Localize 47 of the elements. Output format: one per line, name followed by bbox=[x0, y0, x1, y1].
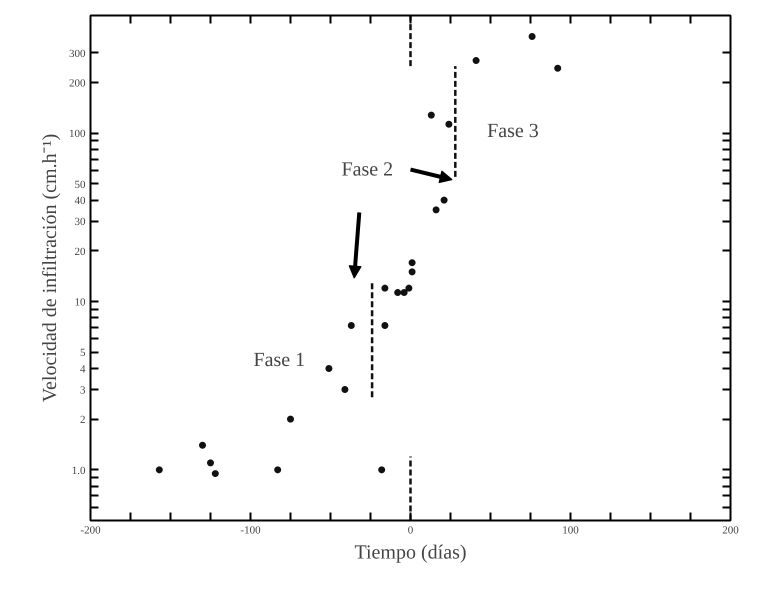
point bbox=[212, 470, 219, 478]
point bbox=[381, 322, 388, 330]
point bbox=[554, 64, 562, 72]
y-tick-label: 4 bbox=[80, 363, 86, 376]
x-tick-label: -200 bbox=[80, 524, 102, 536]
y-tick-label: 100 bbox=[69, 128, 86, 140]
y-tick-label: 5 bbox=[80, 347, 86, 360]
y-tick-label: 300 bbox=[69, 48, 86, 60]
y-tick-label: 40 bbox=[74, 195, 86, 208]
point bbox=[428, 112, 435, 119]
point bbox=[528, 33, 536, 40]
point bbox=[156, 466, 163, 474]
y-tick-label: 3 bbox=[80, 384, 86, 397]
y-tick-label: 50 bbox=[74, 178, 86, 191]
annotation: Fase 3 bbox=[487, 120, 539, 142]
point bbox=[408, 259, 416, 266]
point bbox=[287, 416, 294, 423]
point bbox=[445, 120, 452, 128]
point bbox=[405, 284, 412, 292]
x-tick-label: 0 bbox=[408, 524, 414, 536]
point bbox=[378, 466, 386, 474]
point bbox=[381, 284, 388, 292]
y-tick-label: 30 bbox=[74, 216, 86, 228]
x-axis-title: Tiempo (días) bbox=[354, 542, 467, 564]
y-tick-label: 2 bbox=[80, 414, 86, 426]
y-tick-label: 10 bbox=[74, 296, 86, 308]
annotation: Fase 2 bbox=[341, 158, 394, 181]
point bbox=[408, 268, 416, 276]
point bbox=[440, 196, 448, 204]
x-tick-label: -100 bbox=[240, 524, 262, 536]
point bbox=[341, 386, 348, 394]
point bbox=[394, 289, 402, 296]
y-tick-label: 1.0 bbox=[72, 464, 86, 477]
point bbox=[432, 206, 440, 214]
point bbox=[472, 57, 480, 64]
annotation: Fase 1 bbox=[253, 348, 306, 371]
y-axis-title: Velocidad de infiltración (cm.h⁻¹) bbox=[39, 134, 61, 402]
x-tick-label: 100 bbox=[562, 524, 580, 536]
point bbox=[325, 364, 332, 372]
point bbox=[274, 466, 282, 474]
point bbox=[348, 322, 355, 330]
x-tick-label: 200 bbox=[722, 524, 740, 536]
point bbox=[400, 289, 408, 296]
point bbox=[199, 442, 206, 449]
y-tick-label: 200 bbox=[69, 77, 86, 90]
point bbox=[207, 459, 214, 466]
y-tick-label: 20 bbox=[74, 246, 86, 258]
